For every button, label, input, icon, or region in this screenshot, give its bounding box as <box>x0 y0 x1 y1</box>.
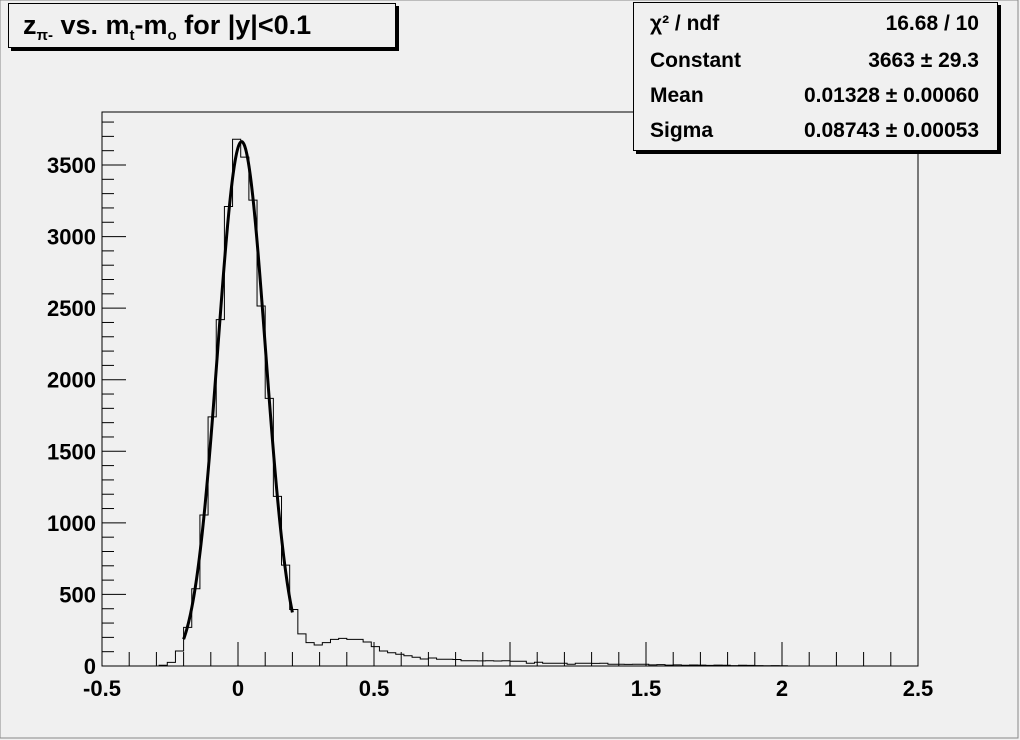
stat-label: χ² / ndf <box>650 12 720 35</box>
y-tick-label: 2000 <box>47 368 96 393</box>
fit-curve-group <box>182 140 294 640</box>
x-tick-label: -0.5 <box>83 676 121 701</box>
stat-mean: Mean 0.01328 ± 0.00060 <box>650 79 979 113</box>
x-tick-label: 2 <box>776 676 788 701</box>
gaussian-fit-curve <box>182 140 294 640</box>
x-tick-label: 0.5 <box>359 676 390 701</box>
stat-label: Mean <box>650 84 704 107</box>
title-z: z <box>23 10 37 40</box>
stat-label: Sigma <box>650 119 714 142</box>
title-sub-pi: π- <box>36 27 53 44</box>
y-tick-label: 500 <box>59 582 96 607</box>
y-tick-label: 3000 <box>47 225 96 250</box>
title-rapidity: for |y|<0.1 <box>176 10 312 40</box>
x-tick-label: 1.5 <box>631 676 662 701</box>
histogram <box>102 138 918 667</box>
chart-title: zπ- vs. mt-mo for |y|<0.1 <box>8 3 396 48</box>
title-minus-m: -m <box>134 10 168 40</box>
stat-value: 0.01328 ± 0.00060 <box>803 84 979 107</box>
stat-label: Constant <box>650 49 741 72</box>
fit-stats-box: χ² / ndf 16.68 / 10 Constant 3663 ± 29.3 M… <box>633 2 998 151</box>
y-tick-label: 3500 <box>47 153 96 178</box>
x-tick-label: 0 <box>232 676 244 701</box>
stat-value: 16.68 / 10 <box>885 12 979 35</box>
title-sub-t: t <box>129 27 135 44</box>
histogram-outline <box>102 138 918 667</box>
title-vs-m: vs. m <box>52 10 130 40</box>
x-tick-label: 2.5 <box>903 676 934 701</box>
plot-frame <box>101 111 919 667</box>
stat-sigma: Sigma 0.08743 ± 0.00053 <box>650 114 979 148</box>
x-tick-label: 1 <box>504 676 516 701</box>
stat-constant: Constant 3663 ± 29.3 <box>650 44 979 78</box>
title-sub-o: o <box>167 27 177 44</box>
y-tick-label: 1500 <box>47 439 96 464</box>
y-tick-label: 0 <box>84 654 96 679</box>
y-tick-label: 2500 <box>47 296 96 321</box>
stat-chi2: χ² / ndf 16.68 / 10 <box>650 7 979 41</box>
stat-value: 3663 ± 29.3 <box>868 49 979 72</box>
y-tick-label: 1000 <box>47 511 96 536</box>
stat-value: 0.08743 ± 0.00053 <box>803 119 979 142</box>
